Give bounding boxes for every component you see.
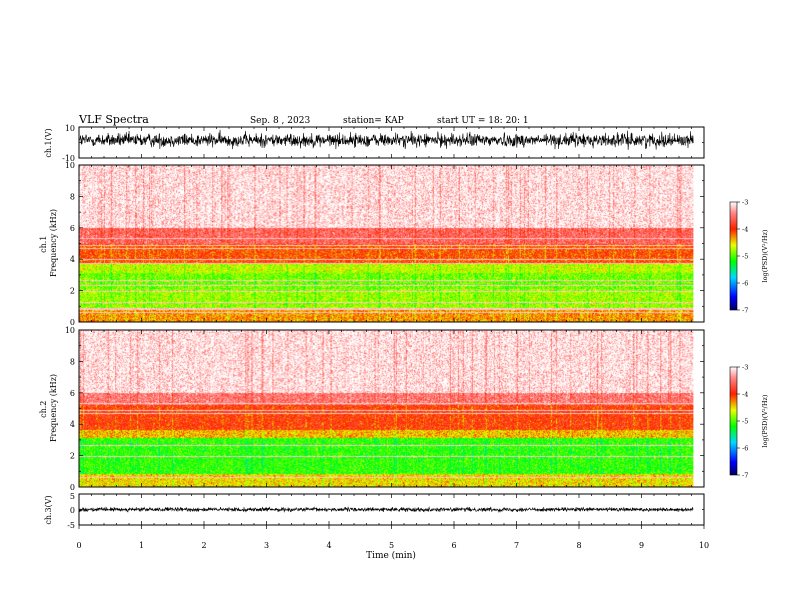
start-time-label: start UT = 18: 20: 1 — [437, 116, 529, 126]
frequency-tick-label: 10 — [65, 161, 75, 170]
time-tick-label: 1 — [139, 541, 144, 550]
ch1-waveform-trace — [78, 129, 694, 150]
time-tick-label: 7 — [514, 541, 519, 550]
time-tick-label: 10 — [699, 541, 709, 550]
ch2-colorbar — [729, 366, 738, 476]
ch1-spectrogram-ticks — [78, 164, 705, 323]
ch1-spectrogram-ytick-labels: 0 2 4 6 8 10 — [65, 161, 75, 327]
ch1-channel-label: ch.1 — [39, 236, 48, 253]
ch2-colorbar-ticks: -3 -4 -5 -6 -7 — [737, 364, 748, 480]
ch1-ytick-top: 10 — [65, 124, 75, 133]
waveform-line — [78, 129, 694, 150]
frequency-tick-label: 2 — [70, 287, 75, 296]
ch3-ytick-mid: 0 — [70, 506, 75, 515]
waveform-line — [78, 506, 694, 513]
frequency-tick-label: 10 — [65, 326, 75, 335]
time-tick-label: 6 — [451, 541, 456, 550]
figure-title: VLF Spectra — [78, 113, 149, 126]
frequency-tick-label: 4 — [70, 255, 75, 264]
colorbar-tick-label: -4 — [742, 226, 748, 234]
ch2-spectrogram-ylabel: ch.2 Frequency (kHz) — [39, 374, 58, 442]
time-tick-label: 3 — [264, 541, 269, 550]
time-tick-label: 8 — [576, 541, 581, 550]
ch1-spectrogram-raster — [79, 165, 694, 322]
ch2-freq-label: Frequency (kHz) — [49, 374, 58, 442]
ch3-waveform-trace — [78, 506, 694, 513]
ch2-spectrogram-ytick-labels: 0 2 4 6 8 10 — [65, 326, 75, 492]
frequency-tick-label: 6 — [70, 389, 75, 398]
frequency-tick-label: 8 — [70, 357, 75, 366]
frequency-tick-label: 8 — [70, 192, 75, 201]
colorbar-tick-label: -6 — [742, 445, 748, 453]
colorbar-tick-label: -5 — [742, 253, 748, 261]
colorbar-tick-label: -7 — [742, 307, 748, 315]
colorbar-tick-label: -3 — [742, 364, 748, 372]
ch1-ytick-bottom: -10 — [62, 154, 75, 163]
ch3-ytick-bottom: -5 — [67, 521, 75, 530]
frequency-tick-label: 0 — [70, 483, 75, 492]
ch2-spectrogram-raster — [79, 330, 694, 487]
colorbar-tick-label: -6 — [742, 280, 748, 288]
ch1-colorbar-ticks: -3 -4 -5 -6 -7 — [737, 199, 748, 315]
time-tick-label: 5 — [389, 541, 394, 550]
frequency-tick-label: 6 — [70, 224, 75, 233]
time-axis-label: Time (min) — [366, 550, 416, 561]
time-tick-label: 2 — [201, 541, 206, 550]
ch1-spectrogram-ylabel: ch.1 Frequency (kHz) — [39, 209, 58, 277]
colorbar-tick-label: -4 — [742, 391, 748, 399]
frequency-tick-label: 2 — [70, 452, 75, 461]
ch3-ytick-top: 5 — [70, 492, 75, 501]
time-tick-label: 0 — [76, 541, 81, 550]
ch1-waveform-panel: 10 -10 ch.1(V) — [44, 124, 705, 163]
ch3-waveform-panel: 5 0 -5 ch.3(V) — [44, 492, 705, 530]
ch2-spectrogram-image — [79, 330, 694, 487]
colorbar-tick-label: -3 — [742, 199, 748, 207]
ch3-waveform-ticks — [78, 493, 705, 529]
colorbar-tick-label: -7 — [742, 472, 748, 480]
time-axis-tick-labels: 0 1 2 3 4 5 6 7 8 9 10 — [76, 541, 709, 550]
ch2-spectrogram-ticks — [78, 329, 705, 488]
frequency-tick-label: 0 — [70, 318, 75, 327]
ch1-colorbar-label: log(PSD)(V²/Hz) — [761, 229, 769, 282]
colorbar-tick-label: -5 — [742, 418, 748, 426]
time-tick-label: 9 — [639, 541, 644, 550]
ch1-colorbar — [729, 201, 738, 311]
ch2-colorbar-label: log(PSD)(V²/Hz) — [761, 394, 769, 447]
ch1-freq-label: Frequency (kHz) — [49, 209, 58, 277]
ch1-waveform-ylabel: ch.1(V) — [44, 128, 53, 157]
station-label: station= KAP — [343, 116, 404, 126]
ch1-spectrogram-image — [79, 165, 694, 322]
ch3-waveform-ylabel: ch.3(V) — [44, 495, 53, 524]
ch2-channel-label: ch.2 — [39, 401, 48, 418]
time-tick-label: 4 — [326, 541, 331, 550]
date-label: Sep. 8 , 2023 — [250, 116, 310, 126]
frequency-tick-label: 4 — [70, 420, 75, 429]
ch1-waveform-ticks — [78, 126, 705, 159]
